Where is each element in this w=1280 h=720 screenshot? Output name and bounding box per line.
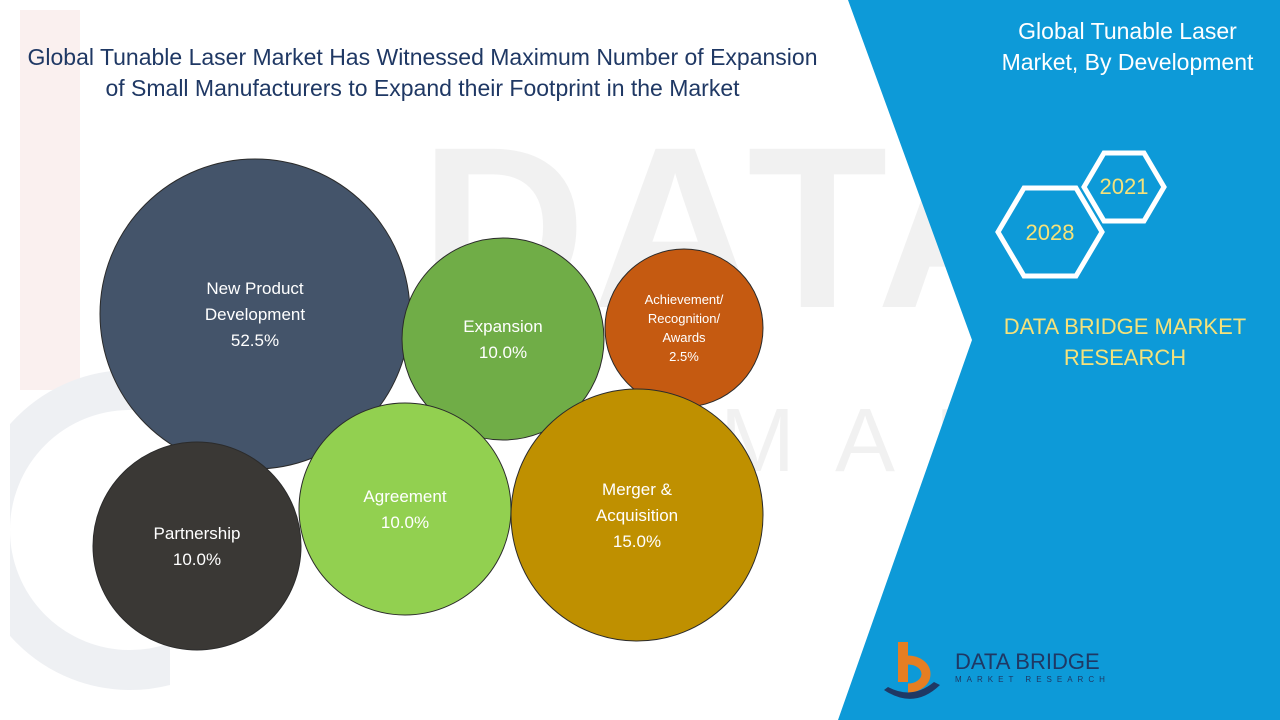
bubble-partnership: Partnership 10.0% [92,441,302,651]
bubble-agreement: Agreement 10.0% [298,402,512,616]
logo-tagline: MARKET RESEARCH [955,675,1110,684]
bubble-circle [92,441,302,651]
panel-title-line-2: Market, By Development [1001,49,1254,75]
panel-title-line-1: Global Tunable Laser [1018,18,1237,44]
bubble-category-label: New Product [206,279,304,298]
chart-title: Global Tunable Laser Market Has Witnesse… [0,42,845,104]
logo-name: DATA BRIDGE [955,649,1100,674]
bubble-expansion: Expansion 10.0% [401,237,605,441]
bubble-category-label: Merger & [602,480,673,499]
data-bridge-logo-mark [884,642,940,699]
bubble-category-label: Awards [662,330,706,345]
year-2021-label: 2021 [1099,174,1149,199]
brand-name-line-1: DATA BRIDGE MARKET [1003,314,1247,339]
bubble-circle [510,388,764,642]
bubble-value-label: 52.5% [231,331,279,350]
bubble-new-product-development: New Product Development 52.5% [99,158,411,470]
bubble-achievement-recognition-awards: Achievement/Recognition/Awards 2.5% [604,248,764,408]
bubble-category-label: Agreement [363,487,446,506]
bubble-value-label: 15.0% [613,532,661,551]
bubble-merger-acquisition: Merger & Acquisition 15.0% [510,388,764,642]
brand-name-line-2: RESEARCH [1063,345,1187,370]
chart-title-line-2: of Small Manufacturers to Expand their F… [105,75,740,101]
bubble-value-label: 2.5% [669,349,699,364]
bubble-category-label: Partnership [154,524,241,543]
bubble-category-label: Recognition/ [648,311,721,326]
brand-name: DATA BRIDGE MARKET RESEARCH [990,311,1260,373]
bubble-value-label: 10.0% [173,550,221,569]
bubble-circle [604,248,764,408]
bubble-value-label: 10.0% [479,343,527,362]
bubble-chart: New Product Development 52.5% Expansion 10.0… [92,158,764,651]
bubble-circle [401,237,605,441]
bubble-circle [298,402,512,616]
panel-title: Global Tunable Laser Market, By Developm… [985,16,1270,78]
bubble-category-label: Achievement/ [645,292,724,307]
chart-title-line-1: Global Tunable Laser Market Has Witnesse… [27,44,818,70]
year-2028-label: 2028 [1025,220,1075,245]
bubble-category-label: Acquisition [596,506,678,525]
bubble-category-label: Expansion [463,317,542,336]
bubble-category-label: Development [205,305,305,324]
bubble-value-label: 10.0% [381,513,429,532]
